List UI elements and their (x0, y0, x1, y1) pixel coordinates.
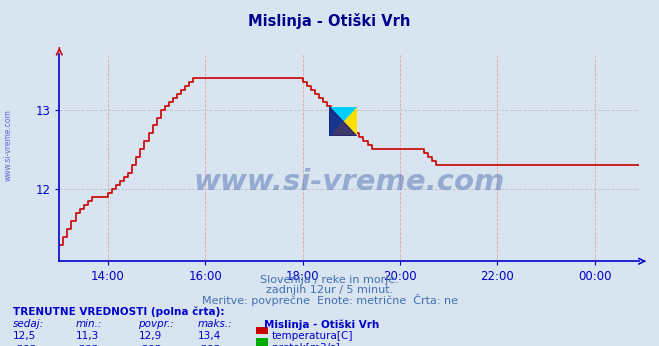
Text: 11,3: 11,3 (76, 331, 99, 342)
Text: temperatura[C]: temperatura[C] (272, 331, 353, 342)
Text: Meritve: povprečne  Enote: metrične  Črta: ne: Meritve: povprečne Enote: metrične Črta:… (202, 294, 457, 307)
Polygon shape (329, 107, 357, 136)
Text: Mislinja - Otiški Vrh: Mislinja - Otiški Vrh (248, 13, 411, 29)
Text: 13,4: 13,4 (198, 331, 221, 342)
Text: 12,5: 12,5 (13, 331, 36, 342)
Text: min.:: min.: (76, 319, 102, 329)
Polygon shape (329, 107, 357, 136)
Text: TRENUTNE VREDNOSTI (polna črta):: TRENUTNE VREDNOSTI (polna črta): (13, 306, 225, 317)
Text: sedaj:: sedaj: (13, 319, 44, 329)
Text: -nan: -nan (138, 343, 161, 346)
Text: www.si-vreme.com: www.si-vreme.com (194, 169, 505, 196)
Text: www.si-vreme.com: www.si-vreme.com (3, 109, 13, 181)
Text: -nan: -nan (76, 343, 99, 346)
Polygon shape (329, 107, 357, 136)
Text: -nan: -nan (198, 343, 221, 346)
Text: maks.:: maks.: (198, 319, 233, 329)
Text: -nan: -nan (13, 343, 36, 346)
Text: povpr.:: povpr.: (138, 319, 174, 329)
Text: Mislinja - Otiški Vrh: Mislinja - Otiški Vrh (264, 319, 379, 330)
Text: zadnjih 12ur / 5 minut.: zadnjih 12ur / 5 minut. (266, 285, 393, 295)
Text: 12,9: 12,9 (138, 331, 161, 342)
Text: pretok[m3/s]: pretok[m3/s] (272, 343, 339, 346)
Text: Slovenija / reke in morje.: Slovenija / reke in morje. (260, 275, 399, 285)
